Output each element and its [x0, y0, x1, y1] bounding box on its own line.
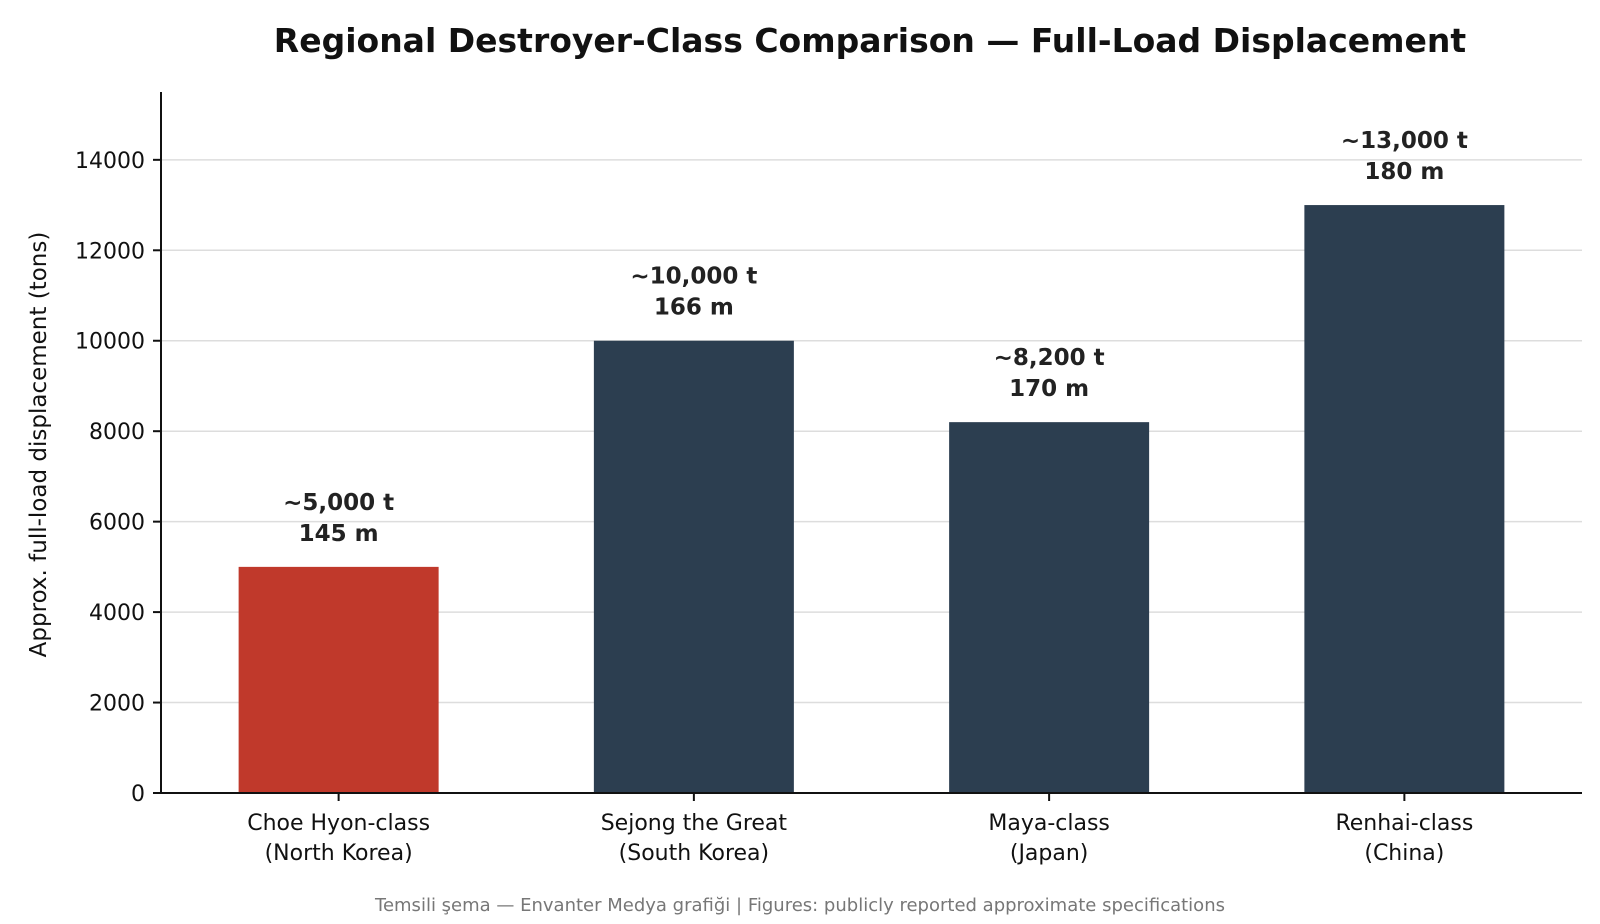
data-label: 180 m — [1364, 159, 1444, 185]
bar — [1304, 205, 1505, 793]
bar — [238, 566, 439, 793]
x-tick-label: Choe Hyon-class — [247, 811, 430, 836]
x-tick-label: Maya-class — [988, 811, 1110, 836]
x-tick-label: (South Korea) — [619, 841, 769, 866]
bar — [949, 422, 1150, 793]
bars — [238, 205, 1505, 793]
data-label: ~8,200 t — [994, 345, 1105, 371]
y-tick-label: 8000 — [89, 420, 145, 445]
y-tick-label: 4000 — [89, 601, 145, 626]
y-tick-label: 10000 — [75, 330, 145, 355]
y-axis-ticks: 0 2000 4000 6000 8000 10000 12000 14000 — [75, 149, 161, 807]
footer-note: Temsili şema — Envanter Medya grafiği | … — [374, 895, 1225, 916]
x-axis-ticks: Choe Hyon-class (North Korea) Sejong the G… — [247, 793, 1473, 866]
x-tick-label: (China) — [1364, 841, 1444, 866]
data-label: ~13,000 t — [1341, 128, 1468, 154]
y-tick-label: 0 — [131, 782, 145, 807]
data-label: 145 m — [299, 521, 379, 547]
data-labels: ~5,000 t 145 m ~10,000 t 166 m ~8,200 t 170 m… — [283, 128, 1468, 547]
y-tick-label: 2000 — [89, 692, 145, 717]
data-label: 170 m — [1009, 376, 1089, 402]
y-tick-label: 14000 — [75, 149, 145, 174]
x-tick-label: (Japan) — [1010, 841, 1089, 866]
data-label: ~10,000 t — [630, 264, 757, 290]
x-tick-label: Renhai-class — [1335, 811, 1473, 836]
x-tick-label: Sejong the Great — [601, 811, 788, 836]
data-label: ~5,000 t — [283, 490, 394, 516]
data-label: 166 m — [654, 295, 734, 321]
y-tick-label: 12000 — [75, 239, 145, 264]
y-tick-label: 6000 — [89, 511, 145, 536]
y-axis-label: Approx. full-load displacement (tons) — [26, 232, 52, 658]
chart-title: Regional Destroyer-Class Comparison — Fu… — [274, 21, 1467, 60]
bar — [593, 340, 794, 793]
x-tick-label: (North Korea) — [265, 841, 413, 866]
